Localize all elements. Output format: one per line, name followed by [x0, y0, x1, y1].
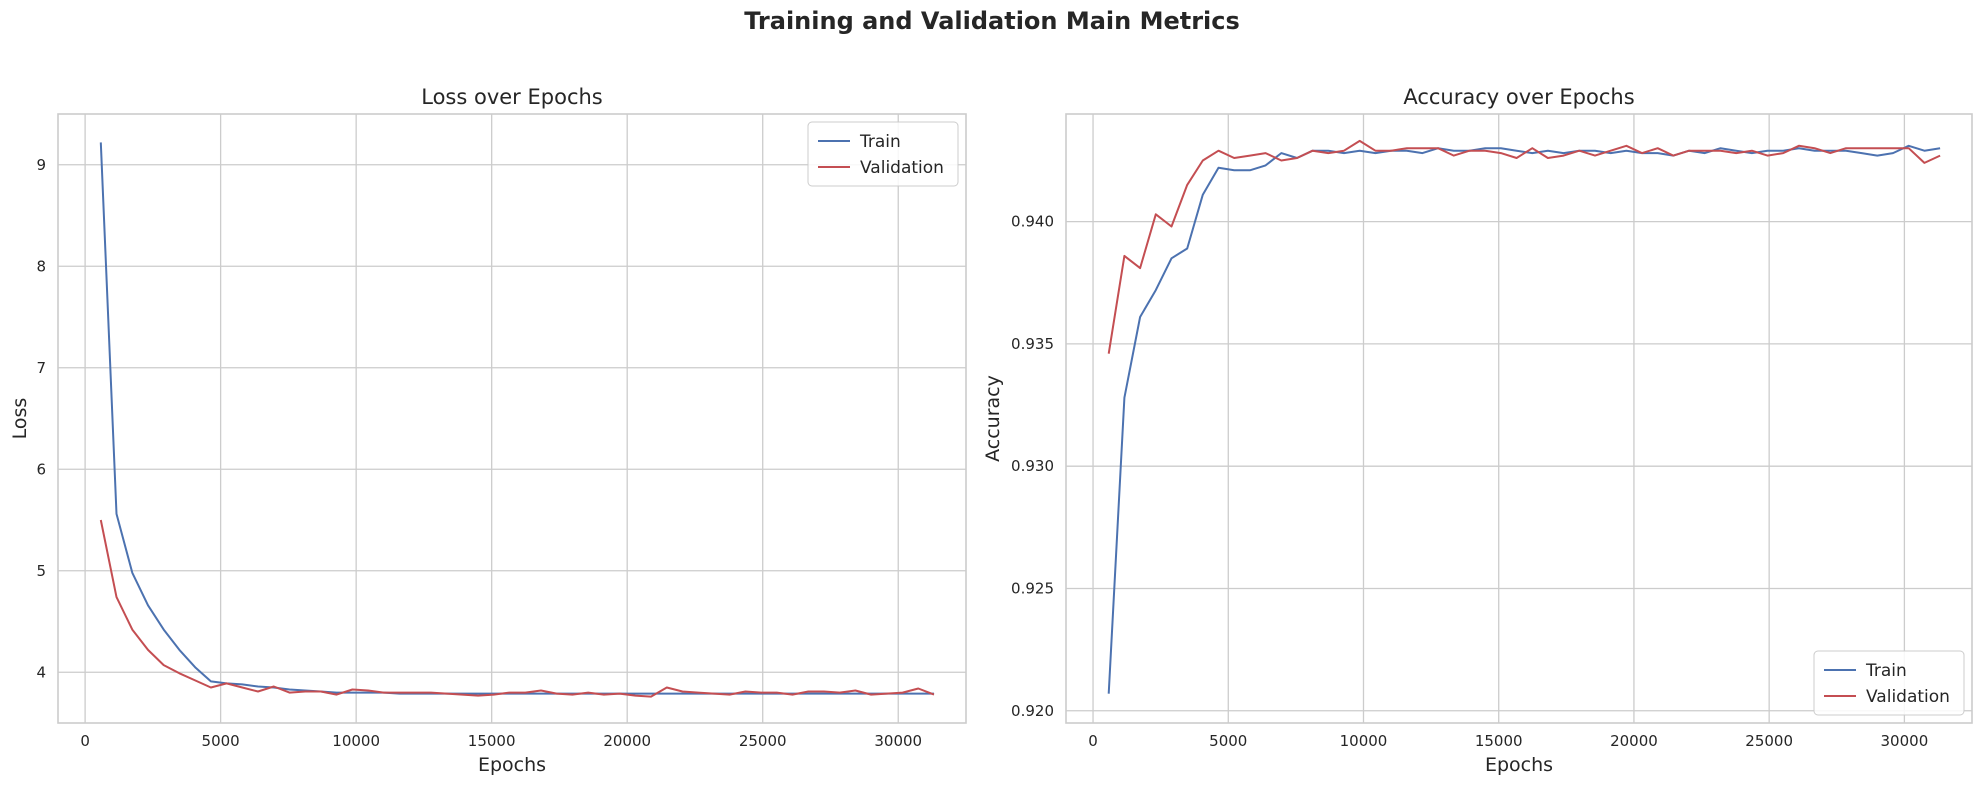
loss-legend-label-train: Train: [859, 132, 901, 152]
accuracy-legend-label-validation: Validation: [1866, 687, 1950, 707]
accuracy-x-tick-label: 20000: [1610, 732, 1658, 750]
loss-y-tick-label: 6: [36, 460, 46, 478]
accuracy-x-tick-label: 0: [1088, 732, 1098, 750]
loss-y-tick-label: 8: [36, 257, 46, 275]
loss-y-tick-label: 7: [36, 359, 46, 377]
accuracy-x-tick-label: 30000: [1881, 732, 1929, 750]
loss-plot-area: [58, 114, 966, 723]
accuracy-validation-line: [1107, 139, 1941, 354]
accuracy-y-tick-label: 0.920: [1011, 702, 1054, 720]
accuracy-x-tick-label: 5000: [1209, 732, 1247, 750]
accuracy-y-tick-label: 0.940: [1011, 213, 1054, 231]
accuracy-plot-area: [1066, 114, 1972, 723]
loss-axes-frame: [57, 113, 967, 724]
loss-validation-line: [99, 519, 935, 698]
loss-legend-label-validation: Validation: [860, 158, 944, 178]
accuracy-y-tick-label: 0.925: [1011, 579, 1054, 597]
accuracy-legend-label-train: Train: [1865, 661, 1907, 681]
accuracy-y-tick-label: 0.935: [1011, 335, 1054, 353]
accuracy-y-axis-label: Accuracy: [982, 375, 1004, 462]
loss-x-tick-label: 15000: [468, 732, 516, 750]
loss-x-tick-label: 5000: [202, 732, 240, 750]
loss-chart-title: Loss over Epochs: [421, 85, 602, 109]
loss-legend-box: [807, 121, 959, 187]
loss-y-tick-label: 9: [36, 156, 46, 174]
accuracy-chart-title: Accuracy over Epochs: [1403, 85, 1634, 109]
loss-y-axis-label: Loss: [9, 398, 31, 440]
loss-y-tick-label: 5: [36, 562, 46, 580]
accuracy-x-tick-label: 10000: [1340, 732, 1388, 750]
loss-y-tick-label: 4: [36, 663, 46, 681]
accuracy-y-tick-label: 0.930: [1011, 457, 1054, 475]
loss-x-tick-label: 25000: [739, 732, 787, 750]
figure-title: Training and Validation Main Metrics: [744, 7, 1240, 35]
accuracy-legend-box: [1813, 650, 1965, 716]
accuracy-x-axis-label: Epochs: [1485, 754, 1553, 776]
loss-x-tick-label: 30000: [874, 732, 922, 750]
loss-x-tick-label: 0: [80, 732, 90, 750]
accuracy-train-line: [1107, 144, 1941, 694]
accuracy-legend: Train Validation: [1813, 650, 1965, 716]
loss-x-tick-label: 20000: [603, 732, 651, 750]
accuracy-chart-panel: 0 5000 10000 15000 20000 25000 30000 0.920 0.925…: [982, 85, 1973, 776]
accuracy-x-tick-label: 15000: [1475, 732, 1523, 750]
accuracy-axes-frame: [1065, 113, 1973, 724]
accuracy-x-tick-label: 25000: [1745, 732, 1793, 750]
loss-x-axis-label: Epochs: [478, 754, 546, 776]
loss-chart-panel: 0 5000 10000 15000 20000 25000 30000 4 5 6 7 8 9 Loss…: [9, 85, 967, 776]
loss-x-tick-label: 10000: [332, 732, 380, 750]
loss-legend: Train Validation: [807, 121, 959, 187]
